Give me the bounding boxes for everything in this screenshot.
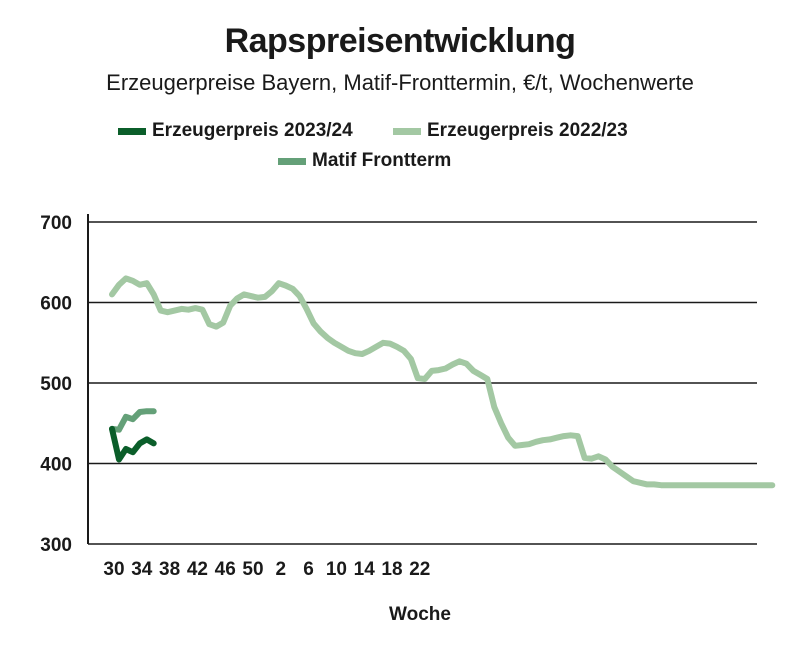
legend-swatch-2022-23 bbox=[393, 127, 421, 135]
y-tick-label-600: 600 bbox=[40, 294, 72, 315]
chart-subtitle: Erzeugerpreise Bayern, Matif-Fronttermin… bbox=[106, 70, 694, 95]
legend-swatch-matif bbox=[278, 157, 306, 165]
series-line-2022-23 bbox=[109, 275, 776, 489]
x-tick-label-6: 6 bbox=[303, 559, 314, 580]
y-tick-label-300: 300 bbox=[40, 535, 72, 556]
x-tick-label-22: 22 bbox=[409, 559, 430, 580]
y-tick-label-700: 700 bbox=[40, 213, 72, 234]
x-tick-label-42: 42 bbox=[187, 559, 208, 580]
x-tick-label-2: 2 bbox=[276, 559, 287, 580]
x-tick-label-34: 34 bbox=[131, 559, 153, 580]
legend-label-matif: Matif Frontterm bbox=[312, 150, 452, 171]
legend-swatch-2023-24 bbox=[118, 127, 146, 135]
legend-label-2022-23: Erzeugerpreis 2022/23 bbox=[427, 120, 628, 141]
x-tick-label-30: 30 bbox=[103, 559, 124, 580]
legend-item-2022-23: Erzeugerpreis 2022/23 bbox=[393, 120, 628, 142]
series-line-matif bbox=[109, 408, 157, 433]
chart-title: Rapspreisentwicklung bbox=[224, 22, 576, 60]
x-tick-label-38: 38 bbox=[159, 559, 180, 580]
x-axis-title: Woche bbox=[389, 604, 451, 625]
x-tick-label-10: 10 bbox=[326, 559, 347, 580]
y-tick-label-500: 500 bbox=[40, 374, 72, 395]
series-line-2023-24 bbox=[109, 425, 157, 463]
x-tick-label-18: 18 bbox=[381, 559, 402, 580]
y-tick-label-400: 400 bbox=[40, 455, 72, 476]
x-tick-label-46: 46 bbox=[215, 559, 236, 580]
legend-label-2023-24: Erzeugerpreis 2023/24 bbox=[152, 120, 353, 141]
legend-item-matif: Matif Frontterm bbox=[278, 150, 451, 172]
x-tick-label-14: 14 bbox=[354, 559, 376, 580]
legend-item-2023-24: Erzeugerpreis 2023/24 bbox=[118, 120, 353, 142]
x-tick-label-50: 50 bbox=[242, 559, 263, 580]
